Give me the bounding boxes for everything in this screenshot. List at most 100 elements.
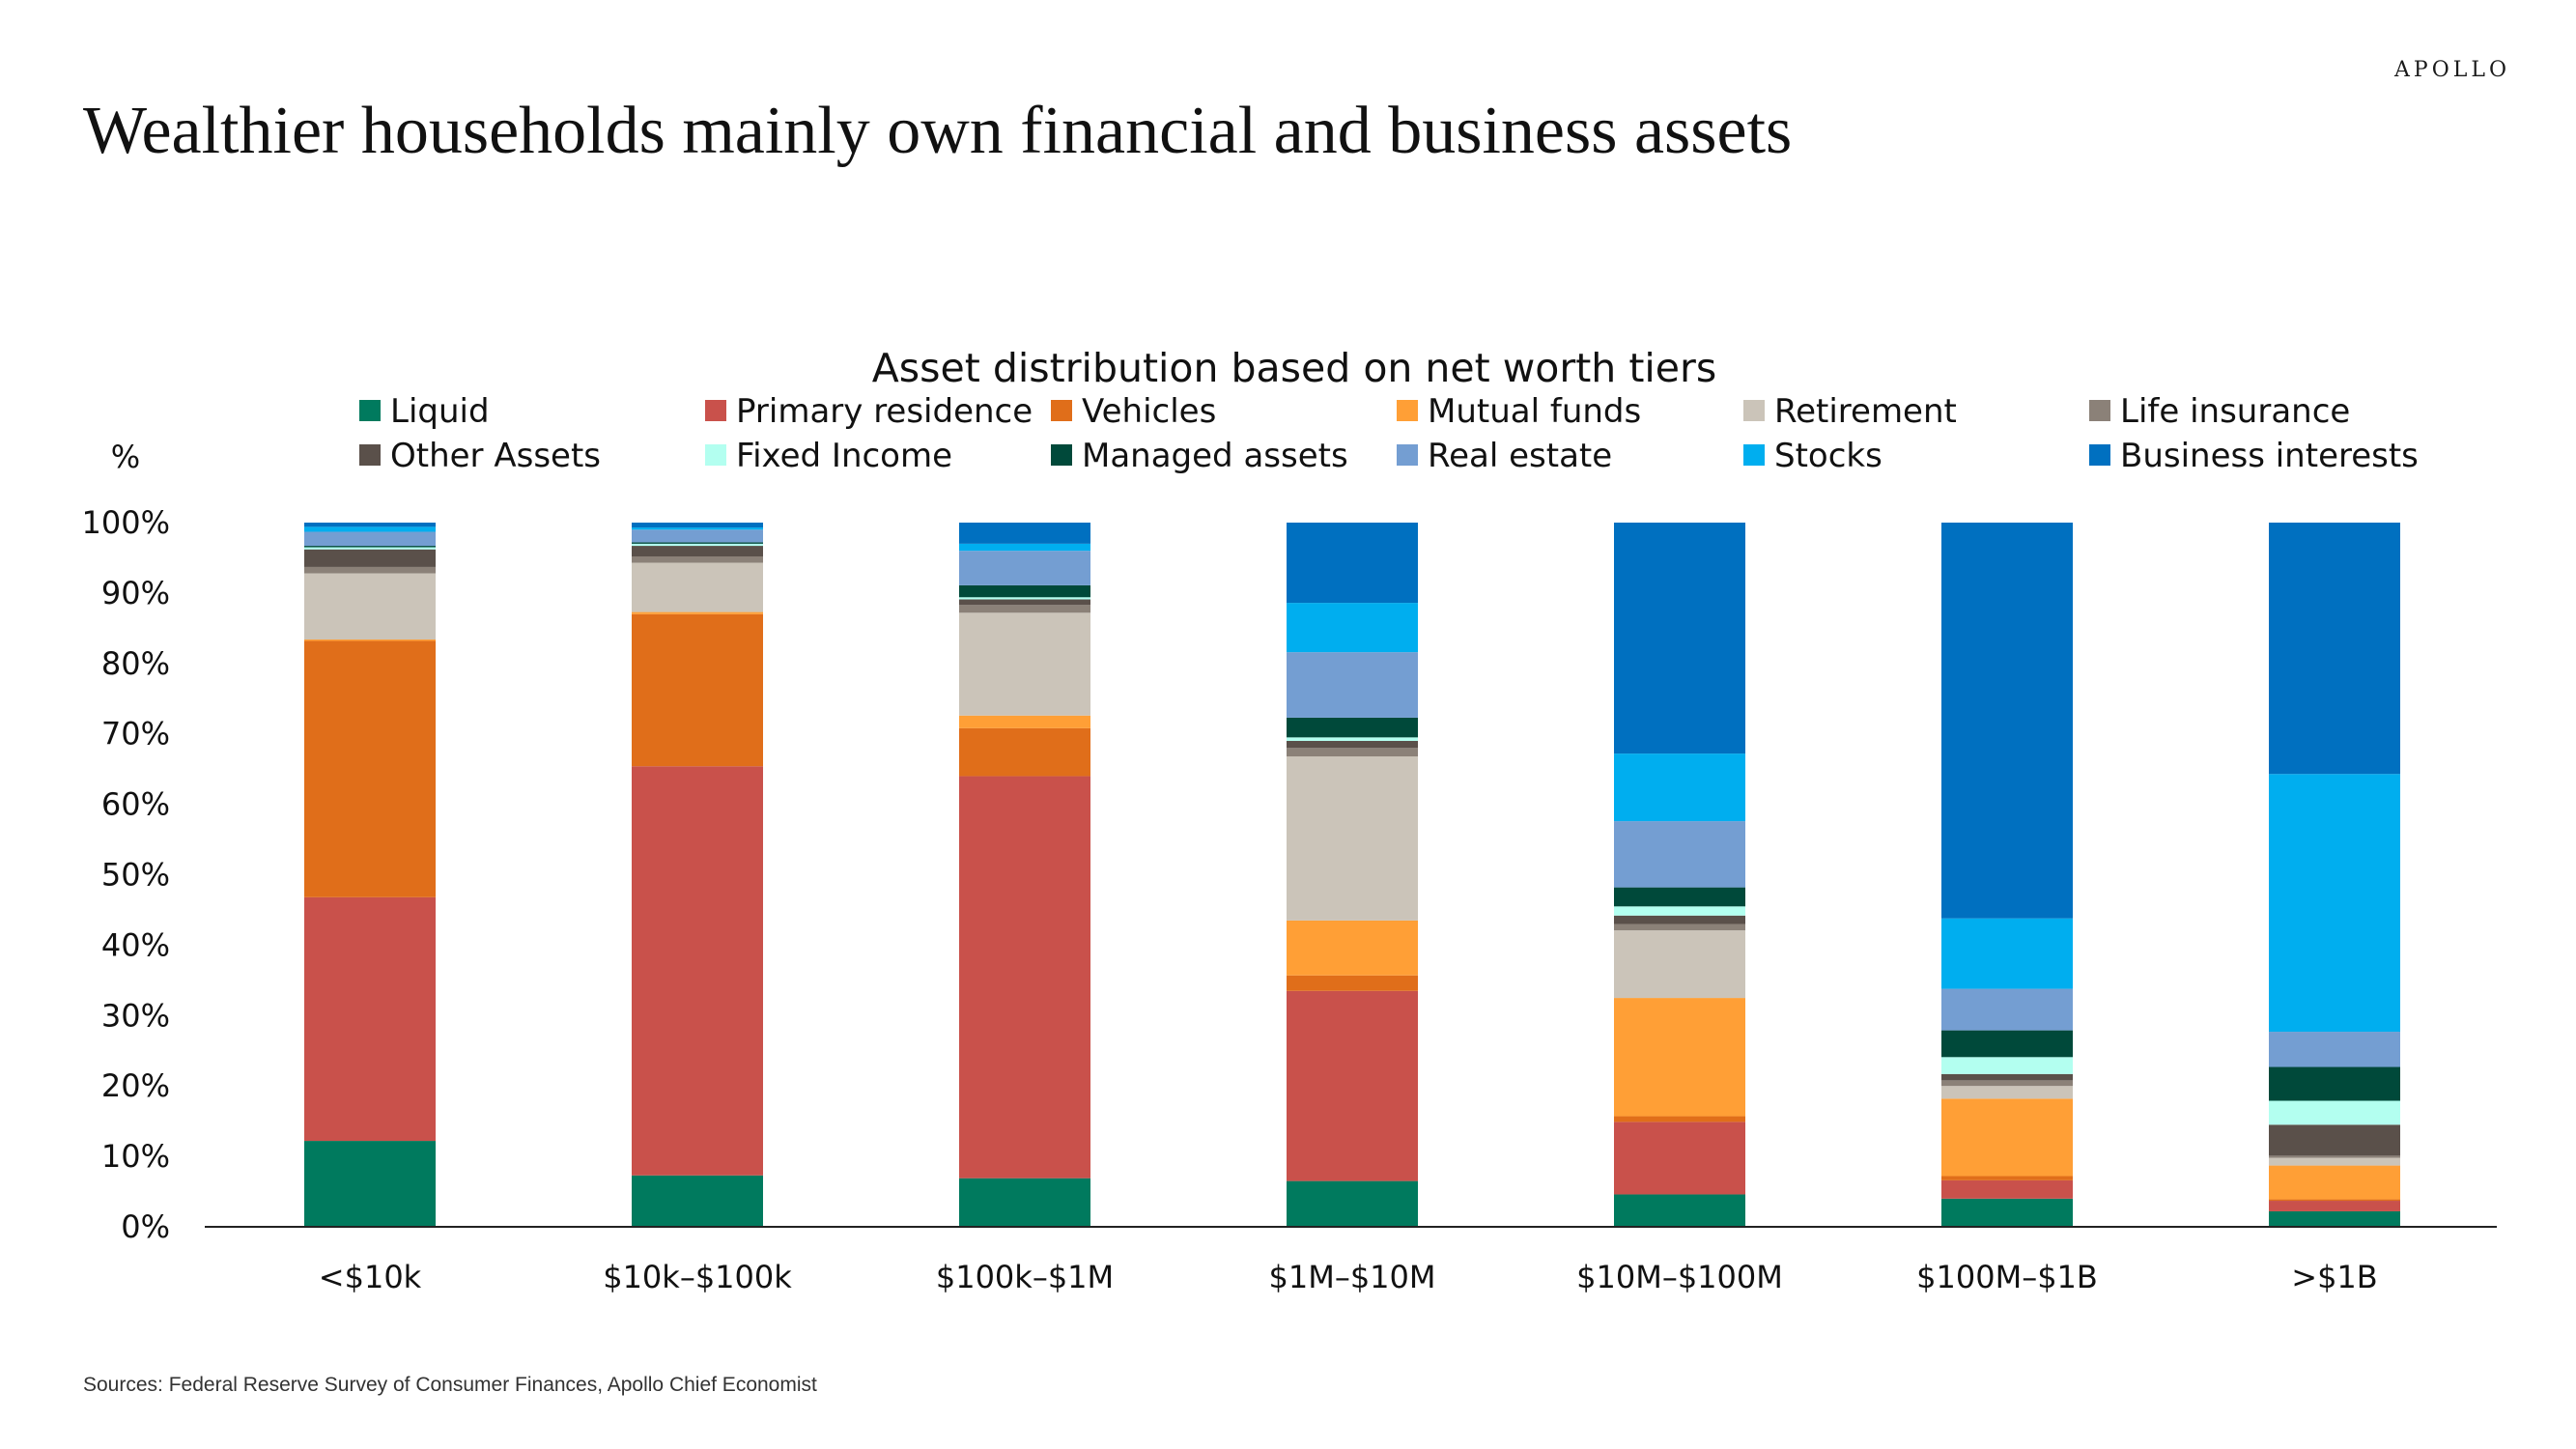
bar-segment-fixed-income	[1614, 906, 1745, 916]
bar-segment-retirement	[1614, 930, 1745, 999]
bar-segment-liquid	[2269, 1210, 2400, 1227]
bar-segment-real-estate	[2269, 1032, 2400, 1067]
bar-segment-vehicles	[304, 640, 436, 897]
legend-swatch	[1051, 400, 1072, 421]
legend-item-stocks: Stocks	[1743, 437, 1882, 475]
bar-segment-fixed-income	[1941, 1057, 2073, 1074]
chart-bars	[304, 523, 2400, 1227]
bar-segment-fixed-income	[304, 547, 436, 550]
bar-segment-mutual-funds	[1941, 1098, 2073, 1177]
y-tick-label: 10%	[101, 1138, 170, 1175]
bar-segment-stocks	[1614, 753, 1745, 822]
bar-segment-real-estate	[1287, 652, 1418, 718]
brand-logo: APOLLO	[2394, 58, 2510, 82]
legend-label: Vehicles	[1082, 392, 1216, 431]
bar-segment-life-insurance	[959, 605, 1090, 613]
bar-segment-vehicles	[1941, 1176, 2073, 1180]
bar-segment-liquid	[304, 1141, 436, 1227]
bar-segment-stocks	[959, 543, 1090, 552]
bar-segment-managed-assets	[1287, 717, 1418, 738]
bar-segment-mutual-funds	[2269, 1165, 2400, 1200]
bar-segment-life-insurance	[632, 555, 763, 563]
bar-segment-other-assets	[1941, 1073, 2073, 1081]
bar-segment-real-estate	[1614, 821, 1745, 888]
y-tick-label: 50%	[101, 857, 170, 894]
legend-swatch	[1743, 444, 1765, 466]
bar-segment-mutual-funds	[959, 715, 1090, 728]
y-tick-label: 60%	[101, 786, 170, 823]
legend-item-liquid: Liquid	[359, 392, 490, 431]
bar-segment-primary-residence	[959, 776, 1090, 1179]
bar-segment-stocks	[1941, 918, 2073, 989]
legend-swatch	[2089, 444, 2110, 466]
bar-segment-vehicles	[1614, 1116, 1745, 1122]
y-tick-label: 30%	[101, 997, 170, 1034]
y-tick-label: 100%	[82, 504, 170, 541]
bar-segment-life-insurance	[2269, 1155, 2400, 1158]
x-tick-label: $100M–$1B	[1916, 1259, 2098, 1295]
bar-segment-life-insurance	[1287, 748, 1418, 757]
bar-segment-business-interests	[2269, 523, 2400, 775]
bar-segment-primary-residence	[1941, 1179, 2073, 1199]
bar-segment-managed-assets	[632, 542, 763, 544]
bar-segment-business-interests	[1287, 523, 1418, 604]
bar-group-1m-10m	[1287, 523, 1418, 1227]
bar-segment-fixed-income	[2269, 1100, 2400, 1125]
bar-segment-primary-residence	[632, 766, 763, 1176]
bar-segment-stocks	[2269, 774, 2400, 1033]
legend-label: Real estate	[1428, 437, 1612, 475]
bar-segment-retirement	[1941, 1086, 2073, 1099]
bar-segment-retirement	[632, 562, 763, 612]
bar-segment-fixed-income	[632, 543, 763, 547]
bar-segment-real-estate	[959, 551, 1090, 585]
bar-segment-retirement	[959, 612, 1090, 716]
bar-segment-liquid	[632, 1175, 763, 1227]
legend-item-fixed-income: Fixed Income	[705, 437, 952, 475]
bar-segment-fixed-income	[959, 597, 1090, 600]
y-tick-label: 70%	[101, 716, 170, 753]
bar-segment-mutual-funds	[1614, 998, 1745, 1117]
legend-item-vehicles: Vehicles	[1051, 392, 1216, 431]
x-tick-label: $1M–$10M	[1268, 1259, 1435, 1295]
bar-segment-other-assets	[304, 549, 436, 567]
legend-item-managed-assets: Managed assets	[1051, 437, 1348, 475]
y-tick-label: 0%	[121, 1208, 170, 1245]
bar-segment-real-estate	[304, 531, 436, 547]
legend-item-business-interests: Business interests	[2089, 437, 2419, 475]
x-tick-label: >$1B	[2291, 1259, 2377, 1295]
y-tick-label: 20%	[101, 1067, 170, 1104]
legend-item-other-assets: Other Assets	[359, 437, 601, 475]
legend-swatch	[2089, 400, 2110, 421]
legend-label: Mutual funds	[1428, 392, 1641, 431]
bar-segment-other-assets	[1614, 915, 1745, 924]
bar-segment-business-interests	[959, 523, 1090, 544]
bar-segment-mutual-funds	[632, 611, 763, 614]
y-tick-label: 40%	[101, 926, 170, 963]
bar-segment-retirement	[1287, 756, 1418, 921]
bar-segment-primary-residence	[2269, 1201, 2400, 1211]
bar-segment-managed-assets	[304, 546, 436, 548]
legend-swatch	[359, 400, 381, 421]
bar-segment-other-assets	[1287, 740, 1418, 749]
bar-segment-business-interests	[304, 523, 436, 527]
bar-segment-vehicles	[632, 613, 763, 767]
legend-swatch	[705, 400, 726, 421]
legend-label: Liquid	[390, 392, 490, 431]
bar-segment-other-assets	[2269, 1124, 2400, 1156]
bar-group-100k-1m	[959, 523, 1090, 1227]
legend-label: Retirement	[1774, 392, 1957, 431]
bar-segment-liquid	[959, 1178, 1090, 1227]
legend-item-real-estate: Real estate	[1397, 437, 1612, 475]
bar-segment-stocks	[1287, 603, 1418, 653]
bar-segment-retirement	[2269, 1157, 2400, 1166]
source-note: Sources: Federal Reserve Survey of Consu…	[83, 1374, 817, 1396]
bar-segment-managed-assets	[1614, 887, 1745, 907]
x-tick-label: $10k–$100k	[603, 1259, 792, 1295]
bar-segment-retirement	[304, 573, 436, 640]
bar-segment-primary-residence	[1287, 990, 1418, 1181]
y-axis-unit: %	[111, 439, 140, 475]
bar-group-10k-100k	[632, 523, 763, 1227]
legend-swatch	[705, 444, 726, 466]
legend-label: Primary residence	[736, 392, 1033, 431]
